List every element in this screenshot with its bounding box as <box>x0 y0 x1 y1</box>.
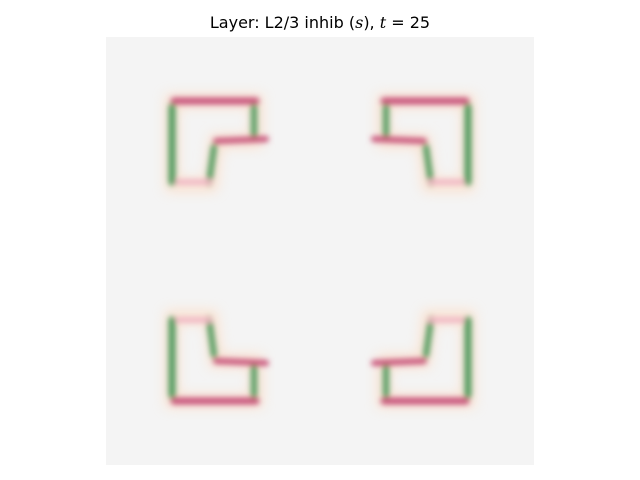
activation-image <box>106 37 534 465</box>
top-left-hook <box>165 94 269 192</box>
top-right-hook <box>371 94 475 192</box>
figure-title: Layer: L2/3 inhib (s), t = 25 <box>209 13 431 32</box>
bottom-left-hook <box>165 310 269 408</box>
bottom-right-hook <box>371 310 475 408</box>
